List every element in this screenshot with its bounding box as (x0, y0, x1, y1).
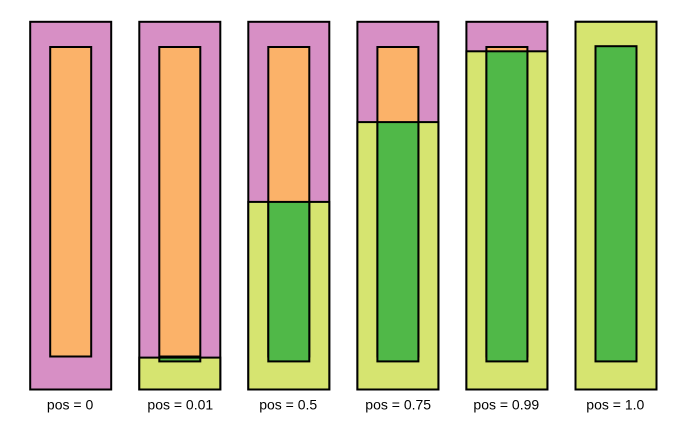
svg-text:pos = 1.0: pos = 1.0 (586, 397, 644, 413)
svg-text:pos = 0.75: pos = 0.75 (365, 397, 431, 413)
svg-text:pos = 0.99: pos = 0.99 (473, 397, 539, 413)
svg-text:pos = 0.01: pos = 0.01 (147, 397, 213, 413)
svg-text:pos = 0: pos = 0 (47, 397, 94, 413)
svg-text:pos = 0.5: pos = 0.5 (259, 397, 317, 413)
